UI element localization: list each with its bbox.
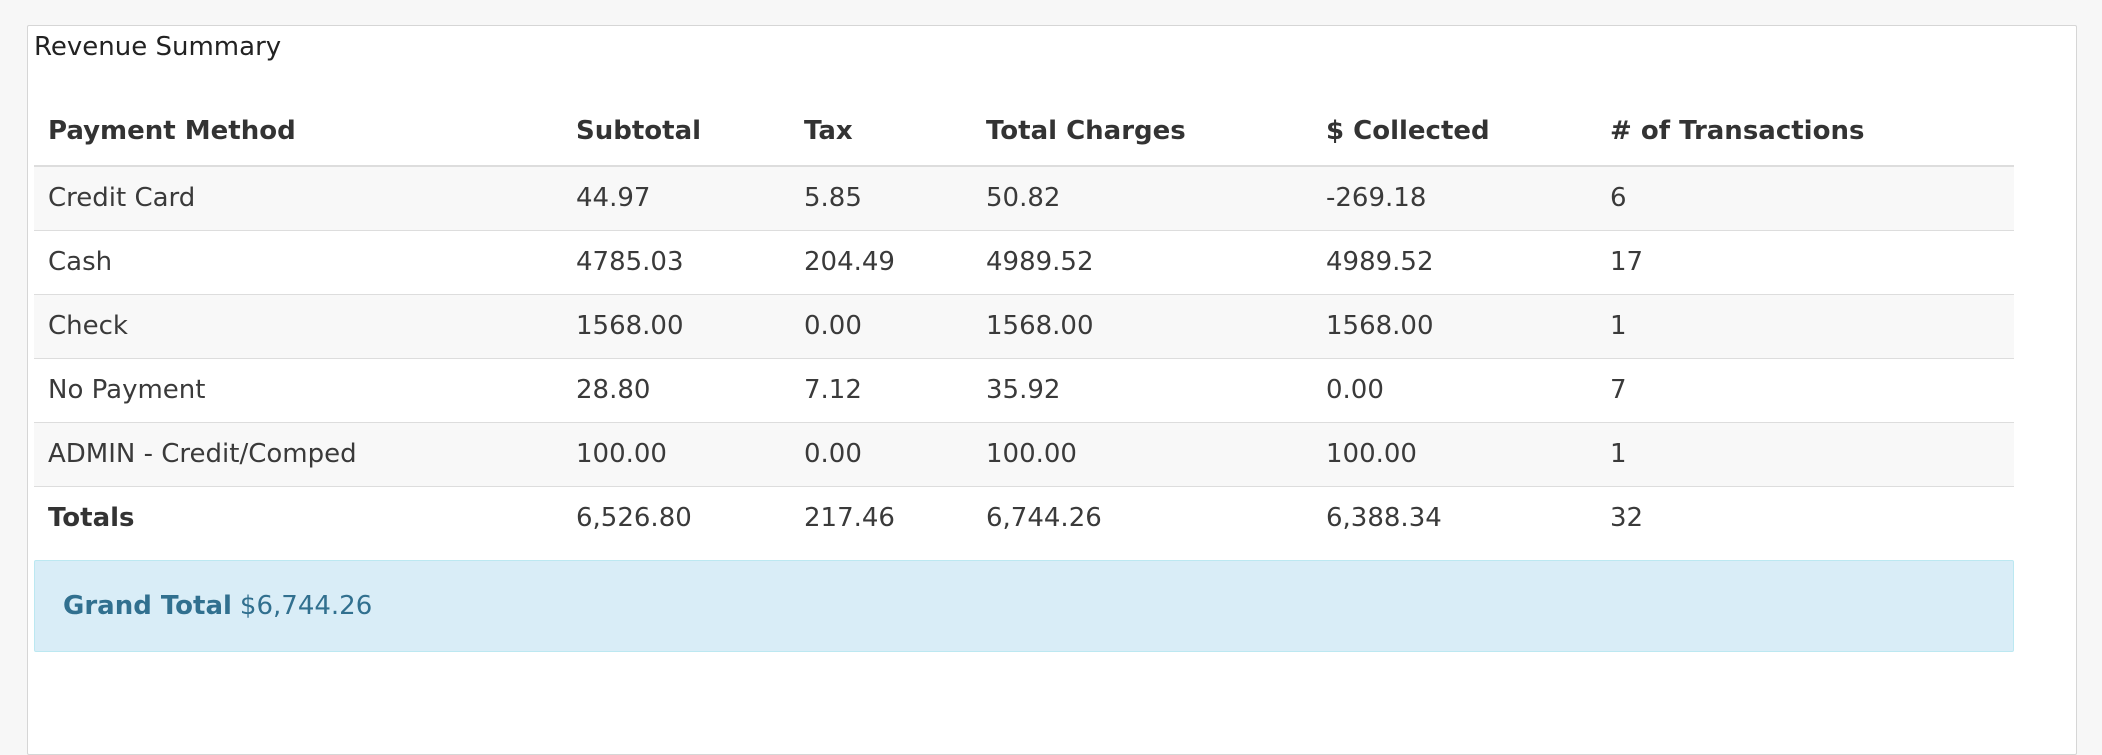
cell-total-charges: 35.92 (972, 357, 1312, 422)
cell-payment-method: Cash (34, 229, 562, 294)
totals-tax: 217.46 (790, 485, 972, 550)
column-header-collected: $ Collected (1312, 96, 1596, 167)
cell-payment-method: ADMIN - Credit/Comped (34, 421, 562, 486)
cell-transactions: 17 (1596, 229, 2014, 294)
totals-subtotal: 6,526.80 (562, 485, 790, 550)
grand-total-value: $6,744.26 (239, 591, 373, 621)
table-row: No Payment 28.80 7.12 35.92 0.00 7 (34, 357, 2014, 422)
column-header-total-charges: Total Charges (972, 96, 1312, 167)
totals-total-charges: 6,744.26 (972, 485, 1312, 550)
totals-collected: 6,388.34 (1312, 485, 1596, 550)
grand-total-label: Grand Total (63, 591, 232, 621)
cell-total-charges: 4989.52 (972, 229, 1312, 294)
cell-transactions: 1 (1596, 421, 2014, 486)
cell-payment-method: No Payment (34, 357, 562, 422)
totals-label: Totals (34, 485, 562, 550)
table-row: Credit Card 44.97 5.85 50.82 -269.18 6 (34, 165, 2014, 230)
table-row: Check 1568.00 0.00 1568.00 1568.00 1 (34, 293, 2014, 358)
cell-total-charges: 50.82 (972, 165, 1312, 230)
cell-collected: 100.00 (1312, 421, 1596, 486)
cell-subtotal: 100.00 (562, 421, 790, 486)
cell-transactions: 1 (1596, 293, 2014, 358)
cell-tax: 7.12 (790, 357, 972, 422)
cell-total-charges: 1568.00 (972, 293, 1312, 358)
cell-collected: -269.18 (1312, 165, 1596, 230)
cell-subtotal: 44.97 (562, 165, 790, 230)
cell-payment-method: Credit Card (34, 165, 562, 230)
cell-transactions: 6 (1596, 165, 2014, 230)
table-row: ADMIN - Credit/Comped 100.00 0.00 100.00… (34, 421, 2014, 486)
cell-total-charges: 100.00 (972, 421, 1312, 486)
table-row: Cash 4785.03 204.49 4989.52 4989.52 17 (34, 229, 2014, 294)
totals-transactions: 32 (1596, 485, 2014, 550)
cell-tax: 0.00 (790, 421, 972, 486)
panel-title: Revenue Summary (34, 32, 282, 62)
cell-subtotal: 4785.03 (562, 229, 790, 294)
cell-collected: 1568.00 (1312, 293, 1596, 358)
column-header-transactions: # of Transactions (1596, 96, 2014, 167)
revenue-table: Payment Method Subtotal Tax Total Charge… (34, 96, 2014, 550)
cell-payment-method: Check (34, 293, 562, 358)
grand-total-alert: Grand Total $6,744.26 (34, 560, 2014, 652)
cell-tax: 0.00 (790, 293, 972, 358)
cell-tax: 204.49 (790, 229, 972, 294)
column-header-subtotal: Subtotal (562, 96, 790, 167)
cell-collected: 0.00 (1312, 357, 1596, 422)
column-header-tax: Tax (790, 96, 972, 167)
totals-row: Totals 6,526.80 217.46 6,744.26 6,388.34… (34, 485, 2014, 550)
cell-collected: 4989.52 (1312, 229, 1596, 294)
cell-transactions: 7 (1596, 357, 2014, 422)
cell-subtotal: 1568.00 (562, 293, 790, 358)
cell-subtotal: 28.80 (562, 357, 790, 422)
cell-tax: 5.85 (790, 165, 972, 230)
table-header-row: Payment Method Subtotal Tax Total Charge… (34, 96, 2014, 167)
column-header-payment-method: Payment Method (34, 96, 562, 167)
